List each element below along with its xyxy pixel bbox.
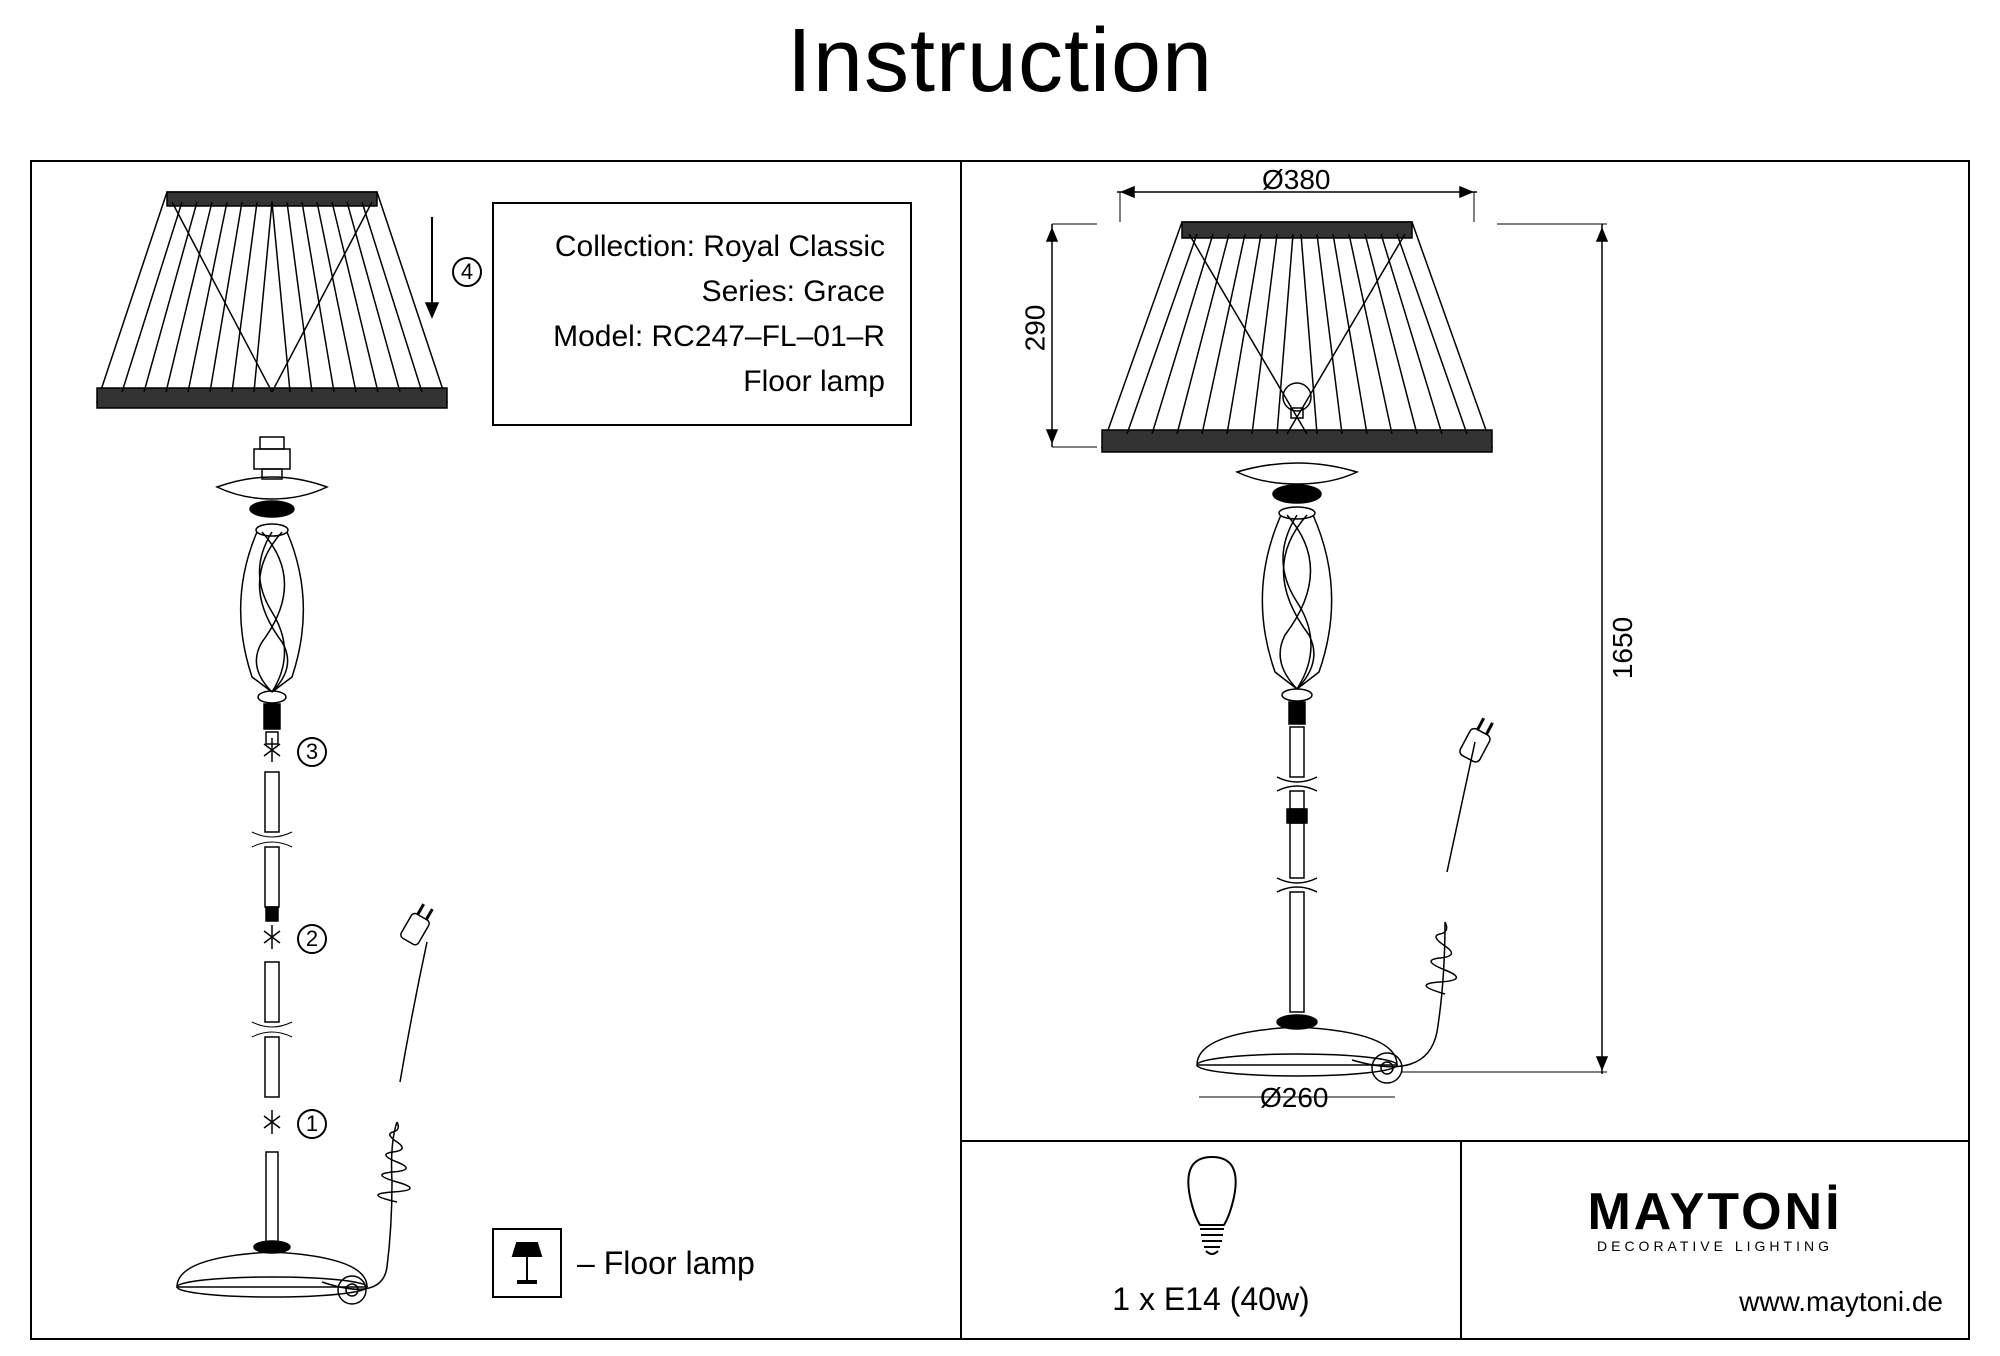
- bulb-icon: [962, 1142, 1462, 1282]
- legend-icon-floorlamp: [492, 1228, 562, 1298]
- brand-logo: MAYTONİ DECORATIVE LIGHTING: [1462, 1182, 1968, 1254]
- dim-shade-diameter: Ø380: [1262, 164, 1331, 196]
- brand-website: www.maytoni.de: [1739, 1286, 1943, 1318]
- callout-4: 4: [452, 257, 482, 287]
- bulb-spec: 1 x E14 (40w): [962, 1281, 1460, 1318]
- panel-brand: MAYTONİ DECORATIVE LIGHTING www.maytoni.…: [1462, 1142, 1968, 1338]
- product-info-box: Collection: Royal Classic Series: Grace …: [492, 202, 912, 426]
- drawing-frame: 4 3 2 1 Collection: Royal Classic Series…: [30, 160, 1970, 1340]
- dim-base-diameter: Ø260: [1260, 1082, 1329, 1114]
- legend: – Floor lamp: [492, 1228, 755, 1298]
- dim-total-height: 1650: [1607, 617, 1639, 679]
- panel-bulb: 1 x E14 (40w): [962, 1142, 1462, 1338]
- panel-dimensions: Ø380 290 1650 Ø260: [962, 162, 1968, 1142]
- legend-label: – Floor lamp: [577, 1245, 755, 1282]
- callout-3: 3: [297, 737, 327, 767]
- callout-2: 2: [297, 924, 327, 954]
- callout-1: 1: [297, 1109, 327, 1139]
- dim-shade-height: 290: [1019, 305, 1051, 352]
- page-title: Instruction: [0, 0, 2000, 113]
- dimension-drawing: [962, 162, 1968, 1142]
- panel-assembly: 4 3 2 1 Collection: Royal Classic Series…: [32, 162, 962, 1338]
